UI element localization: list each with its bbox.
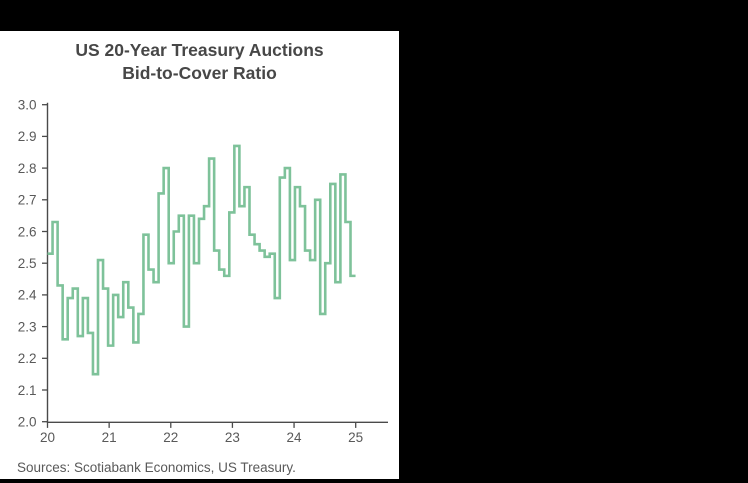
y-tick-label: 2.0 [18,415,37,430]
y-tick-label: 2.6 [18,224,37,239]
chart-title: US 20-Year Treasury Auctions [75,40,324,60]
y-tick-label: 2.3 [18,319,37,334]
y-tick-label: 2.9 [18,129,37,144]
y-tick-label: 3.0 [18,98,37,113]
y-tick-label: 2.2 [18,351,37,366]
x-tick-label: 20 [40,430,55,445]
y-tick-label: 2.8 [18,161,37,176]
chart-panel: US 20-Year Treasury Auctions Bid-to-Cove… [0,31,399,479]
chart-plot-area: 2.0 2.1 2.2 2.3 2.4 2.5 2.6 2.7 2.8 2.9 3.0 20 21 22 2… [18,98,388,445]
y-tick-label: 2.5 [18,256,37,271]
y-tick-label: 2.1 [18,383,37,398]
x-tick-label: 24 [287,430,303,445]
x-tick-label: 25 [348,430,363,445]
x-tick-label: 21 [102,430,117,445]
chart-title-block: US 20-Year Treasury Auctions Bid-to-Cove… [0,39,399,85]
y-tick-label: 2.4 [18,288,37,303]
x-tick-label: 23 [225,430,240,445]
bid-to-cover-step-line [47,144,356,376]
source-note: Sources: Scotiabank Economics, US Treasu… [17,460,296,475]
chart-subtitle: Bid-to-Cover Ratio [122,63,277,83]
y-tick-label: 2.7 [18,193,37,208]
x-tick-label: 22 [163,430,178,445]
